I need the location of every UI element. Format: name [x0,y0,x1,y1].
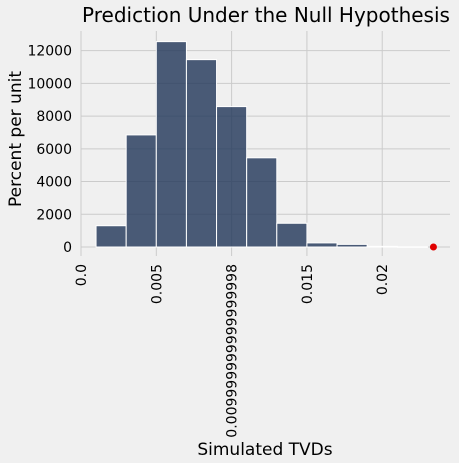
histogram-bar [336,243,368,248]
histogram-bar [185,59,218,248]
y-tick-label: 12000 [27,44,72,60]
histogram-bar [216,106,248,248]
observed-value-marker [429,243,437,251]
histogram-bar [396,246,428,248]
x-tick-labels: 0.0 0.005 0.009999999999999998 0.015 0.02 [74,264,391,438]
x-tick-label: 0.009999999999999998 [225,264,241,438]
y-tick-label: 6000 [36,142,72,158]
y-tick-label: 10000 [27,76,72,92]
y-tick-labels: 0 2000 4000 6000 8000 10000 12000 [27,44,72,256]
histogram-bar [276,222,308,248]
y-axis-label: Percent per unit [6,71,26,207]
chart-title: Prediction Under the Null Hypothesis [82,3,450,27]
histogram-bar [95,225,127,248]
y-tick-label: 8000 [36,109,72,125]
histogram-bar [125,134,157,248]
x-tick-label: 0.0 [74,264,90,286]
y-tick-label: 4000 [36,175,72,191]
x-tick-label: 0.005 [149,264,165,304]
x-axis-label: Simulated TVDs [197,440,332,460]
histogram-bar [306,242,338,248]
y-tick-label: 0 [63,240,72,256]
x-tick-label: 0.02 [375,264,391,295]
observed-marker-group [429,243,437,251]
histogram-bar [155,41,187,248]
y-tick-label: 2000 [36,207,72,223]
x-tick-label: 0.015 [300,264,316,304]
bars [95,41,428,248]
histogram-bar [366,245,398,248]
histogram-bar [246,157,278,248]
